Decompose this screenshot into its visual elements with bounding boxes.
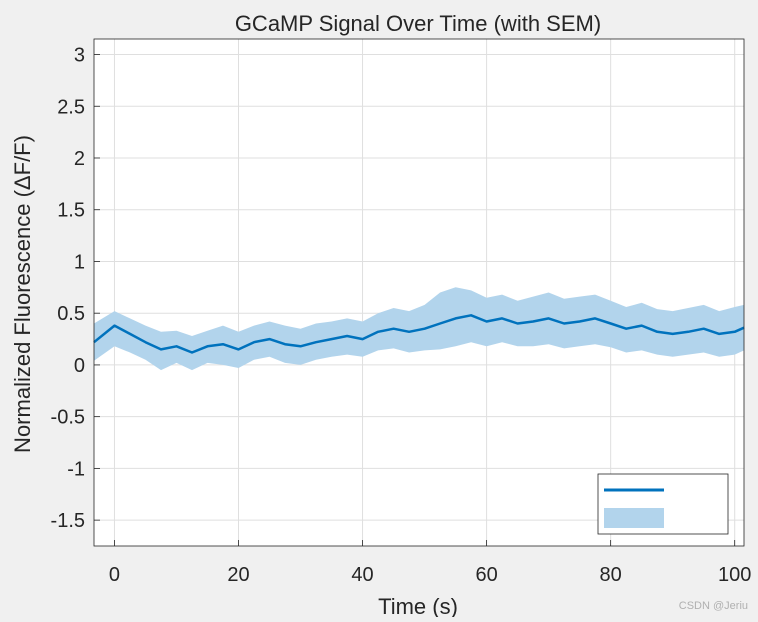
y-tick-label: 2 — [74, 148, 85, 170]
x-tick-label: 20 — [227, 564, 249, 586]
plot-area — [94, 39, 744, 546]
x-tick-label: 40 — [351, 564, 373, 586]
y-tick-label: 2.5 — [57, 96, 85, 118]
mean-line — [93, 314, 745, 354]
x-tick-label: 80 — [600, 564, 622, 586]
x-tick-label: 60 — [475, 564, 497, 586]
y-tick-label: 0 — [74, 355, 85, 377]
x-axis-label: Time (s) — [378, 594, 458, 617]
x-tick-label: 0 — [109, 564, 120, 586]
chart-title: GCaMP Signal Over Time (with SEM) — [235, 11, 601, 36]
y-tick-label: 0.5 — [57, 303, 85, 325]
y-tick-label: -1 — [67, 458, 85, 480]
y-tick-label: 1.5 — [57, 200, 85, 222]
ticks: 0 20 40 60 80 100 -1.5 -1 -0.5 0 0.5 1 1.5 2 2.5 3 — [51, 45, 752, 586]
axes-frame — [93, 38, 745, 547]
y-tick-label: 3 — [74, 45, 85, 67]
y-tick-label: -1.5 — [51, 510, 85, 532]
x-tick-label: 100 — [718, 564, 751, 586]
y-axis-label: Normalized Fluorescence (ΔF/F) — [10, 135, 35, 453]
y-tick-label: -0.5 — [51, 407, 85, 429]
watermark: CSDN @Jeriu — [679, 600, 748, 612]
y-tick-label: 1 — [74, 251, 85, 273]
legend — [597, 473, 729, 535]
legend-swatch-sem — [604, 508, 664, 528]
